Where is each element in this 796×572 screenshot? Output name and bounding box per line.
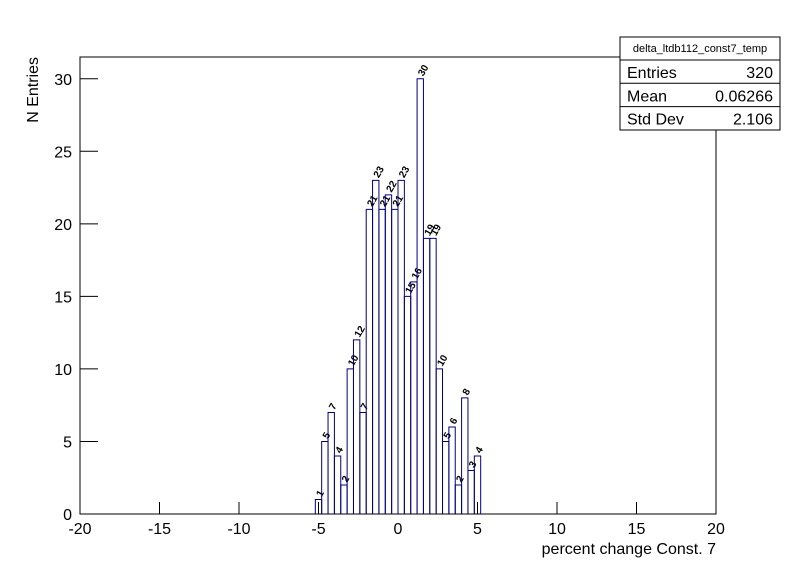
stats-title: delta_ltdb112_const7_temp [633,43,767,55]
bar [365,208,374,514]
bar [422,237,431,514]
bar [454,484,463,514]
bar [461,397,469,514]
x-tick-label: 10 [548,521,566,538]
value-label: 8 [461,387,474,398]
value-label: 10 [346,353,361,369]
x-tick-label: 20 [707,521,725,538]
value-label: 7 [359,401,372,412]
bar [359,411,367,514]
bar [448,426,456,514]
value-label: 15 [404,280,419,296]
bar [410,281,418,514]
value-label: 22 [385,179,400,195]
bar [429,237,437,514]
value-label: 19 [429,222,444,238]
bar [378,208,386,514]
x-tick-label: 0 [394,521,403,538]
stats-value: 2.106 [733,112,773,129]
value-label: 23 [372,164,387,180]
value-label: 23 [397,164,412,180]
bar [346,368,354,514]
value-label: 4 [474,445,487,456]
value-label: 5 [442,430,455,441]
value-label: 5 [321,430,334,441]
bar [321,440,329,514]
value-label: 2 [340,474,353,485]
value-label: 3 [467,459,480,470]
bar [416,78,424,514]
value-label: 7 [327,401,340,412]
bar [403,295,412,514]
x-tick-label: -20 [68,521,91,538]
bar [442,440,450,514]
stats-label: Entries [627,65,677,82]
stats-value: 0.06266 [715,88,773,105]
value-label: 12 [353,324,368,340]
x-axis-title: percent change Const. 7 [542,541,716,558]
y-tick-label: 20 [54,217,72,234]
x-tick-label: 15 [628,521,646,538]
value-label: 16 [410,266,425,282]
bar [397,179,405,514]
bar [372,179,380,514]
value-label: 10 [435,353,450,369]
value-label: 21 [365,193,380,209]
y-axis-title: N Entries [25,57,42,123]
y-tick-label: 0 [63,507,72,524]
y-tick-label: 30 [54,72,72,89]
stats-label: Mean [627,88,667,105]
x-tick-label: 5 [473,521,482,538]
bar [473,455,482,514]
value-label: 2 [454,474,467,485]
bar [333,455,342,514]
y-tick-label: 5 [63,434,72,451]
bar [384,194,393,514]
y-tick-label: 10 [54,362,72,379]
bar [467,469,475,514]
value-label: 30 [416,63,431,79]
y-tick-label: 15 [54,289,72,306]
value-label: 19 [423,222,438,238]
value-label: 6 [448,416,461,427]
value-label: 4 [334,445,347,456]
bar [340,484,348,514]
x-tick-label: -5 [311,521,325,538]
value-label: 21 [378,193,393,209]
value-label: 1 [315,488,328,499]
x-tick-label: -15 [148,521,171,538]
bar [327,411,335,514]
bar [435,368,444,514]
stats-label: Std Dev [627,112,684,129]
x-tick-label: -10 [227,521,250,538]
y-tick-label: 25 [54,144,72,161]
bar [391,208,399,514]
stats-value: 320 [746,65,773,82]
value-label: 21 [391,193,406,209]
